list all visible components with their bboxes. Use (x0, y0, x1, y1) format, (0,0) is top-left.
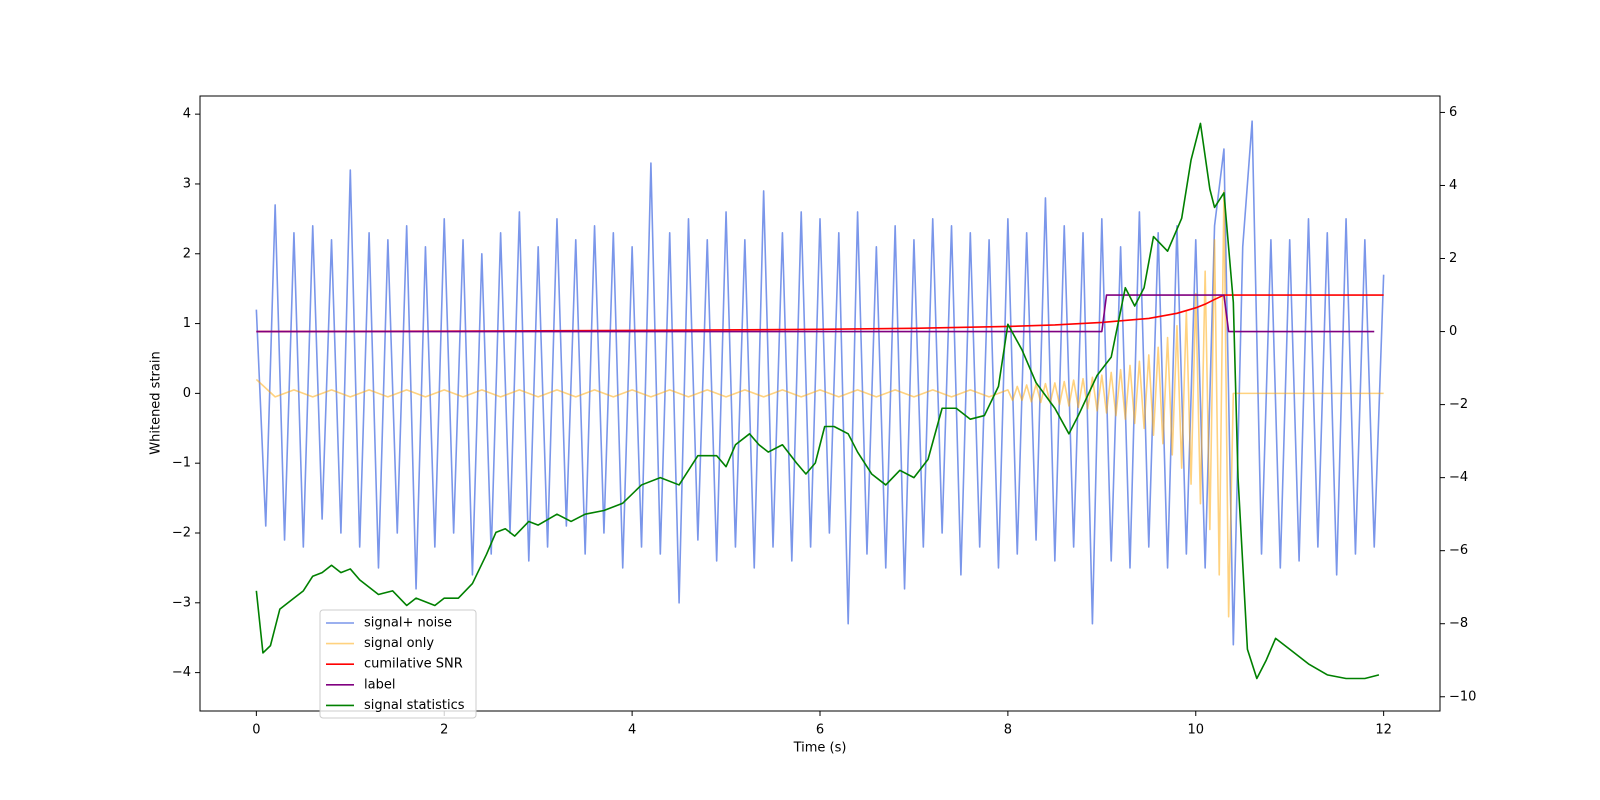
series-line (255, 190, 1384, 618)
legend-label: cumilative SNR (364, 657, 463, 672)
legend-box (319, 609, 477, 719)
y2-tick-label: 4 (1449, 178, 1457, 193)
series-line (256, 294, 1375, 333)
y2-tick-label: −4 (1449, 470, 1468, 485)
x-tick-label: 2 (440, 723, 448, 738)
y-tick-label: 0 (183, 386, 191, 401)
y2-tick-label: −10 (1449, 689, 1476, 704)
y2-tick-label: −8 (1449, 616, 1468, 631)
axes-frame (199, 95, 1441, 712)
x-tick-label: 8 (1004, 723, 1012, 738)
y-tick-label: −3 (172, 595, 191, 610)
x-tick-label: 10 (1187, 723, 1204, 738)
x-tick-label: 6 (816, 723, 824, 738)
legend-label: signal+ noise (364, 616, 452, 631)
y2-tick-label: 0 (1449, 324, 1457, 339)
y2-tick-label: 6 (1449, 105, 1457, 120)
y-tick-label: −1 (172, 456, 191, 471)
y2-tick-label: −6 (1449, 543, 1468, 558)
plot-area (255, 120, 1385, 680)
y-axis-label: Whitened strain (149, 351, 164, 454)
legend-label: signal only (364, 636, 434, 651)
series-line (255, 120, 1385, 646)
legend: signal+ noise signal only cumilative SNR la… (319, 609, 477, 719)
legend-label: label (364, 677, 395, 692)
x-tick-label: 0 (252, 723, 260, 738)
y2-tick-label: 2 (1449, 251, 1457, 266)
y-tick-label: −2 (172, 525, 191, 540)
y-tick-label: 2 (183, 246, 191, 261)
y2-tick-label: −2 (1449, 397, 1468, 412)
y-tick-label: 4 (183, 107, 191, 122)
x-tick-label: 12 (1375, 723, 1392, 738)
x-tick-label: 4 (628, 723, 636, 738)
series-line (255, 122, 1380, 680)
y-tick-label: −4 (172, 665, 191, 680)
series-line (256, 294, 1384, 333)
y-tick-label: 3 (183, 176, 191, 191)
y-tick-label: 1 (183, 316, 191, 331)
legend-label: signal statistics (364, 698, 465, 713)
x-axis-label: Time (s) (793, 741, 847, 756)
